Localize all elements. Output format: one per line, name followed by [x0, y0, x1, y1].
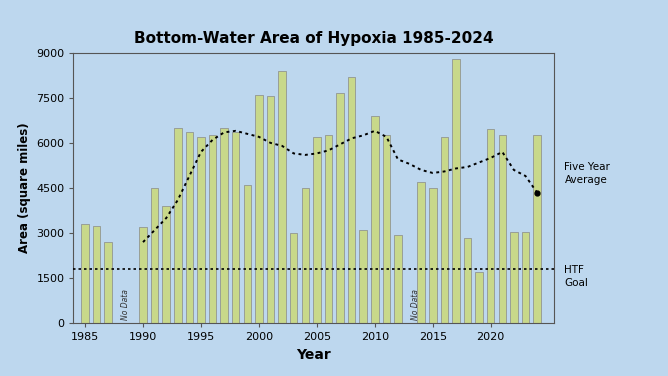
- Bar: [197, 137, 204, 323]
- Bar: [371, 116, 379, 323]
- Bar: [325, 135, 332, 323]
- Text: No Data: No Data: [411, 290, 420, 320]
- Bar: [464, 238, 472, 323]
- Bar: [232, 132, 240, 323]
- Bar: [255, 95, 263, 323]
- Bar: [359, 230, 367, 323]
- Bar: [510, 232, 518, 323]
- Bar: [162, 206, 170, 323]
- Bar: [244, 185, 251, 323]
- Bar: [429, 188, 436, 323]
- Bar: [104, 242, 112, 323]
- Bar: [220, 128, 228, 323]
- Text: No Data: No Data: [121, 290, 130, 320]
- Text: Five Year
Average: Five Year Average: [564, 162, 611, 185]
- Bar: [267, 96, 275, 323]
- Bar: [209, 135, 216, 323]
- Bar: [476, 272, 483, 323]
- Bar: [533, 135, 541, 323]
- Y-axis label: Area (square miles): Area (square miles): [18, 123, 31, 253]
- Bar: [279, 71, 286, 323]
- X-axis label: Year: Year: [297, 348, 331, 362]
- Bar: [336, 93, 344, 323]
- Bar: [452, 59, 460, 323]
- Bar: [301, 188, 309, 323]
- Bar: [441, 137, 448, 323]
- Title: Bottom-Water Area of Hypoxia 1985-2024: Bottom-Water Area of Hypoxia 1985-2024: [134, 31, 494, 46]
- Bar: [313, 137, 321, 323]
- Bar: [186, 132, 193, 323]
- Bar: [290, 233, 297, 323]
- Bar: [394, 235, 401, 323]
- Bar: [383, 135, 390, 323]
- Text: HTF
Goal: HTF Goal: [564, 265, 589, 288]
- Bar: [498, 135, 506, 323]
- Bar: [81, 224, 89, 323]
- Bar: [174, 128, 182, 323]
- Bar: [522, 232, 529, 323]
- Bar: [93, 226, 100, 323]
- Bar: [348, 77, 355, 323]
- Bar: [418, 182, 425, 323]
- Bar: [151, 188, 158, 323]
- Bar: [139, 227, 147, 323]
- Bar: [487, 129, 494, 323]
